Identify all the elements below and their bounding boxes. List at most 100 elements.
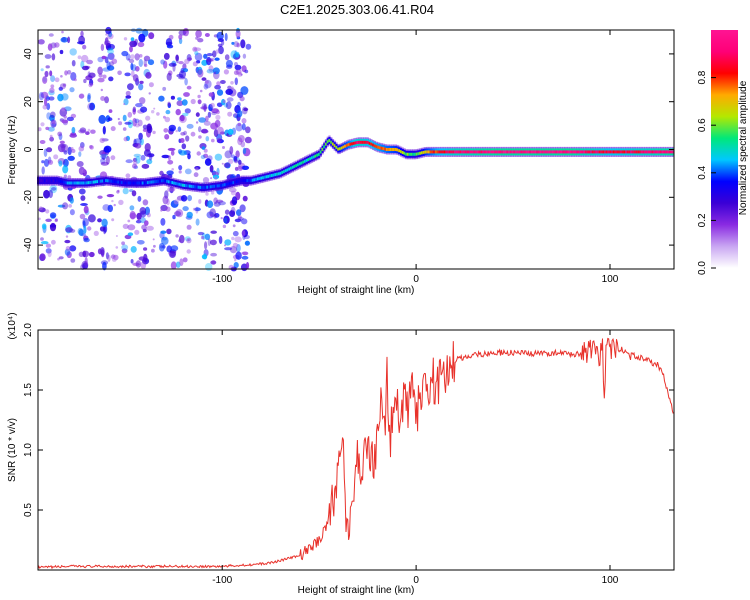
ridge-core [260,176,263,180]
noise-blob [70,258,76,263]
noise-speck [123,136,129,142]
noise-blob [124,121,132,125]
ridge-core [670,150,673,154]
snr-panel: -100 0 100 2.0 1.5 1.0 0.5 Height of straight… [7,312,675,596]
noise-blob [45,65,50,69]
noise-blob [58,256,64,260]
noise-blob [224,150,232,159]
noise-blob [78,151,82,157]
noise-blob [217,38,224,42]
noise-blob [204,241,208,250]
noise-blob [230,190,237,196]
ridge-core [440,150,443,154]
ridge-core [489,150,492,154]
noise-blob [43,158,50,167]
noise-blob [57,93,64,102]
ridge-core [576,150,579,154]
noise-speck [49,134,53,138]
noise-blob [135,220,142,224]
ridge-core [452,150,455,154]
noise-speck [117,117,120,121]
ridge-core [558,150,561,154]
noise-speck [221,162,224,165]
noise-blob [134,143,142,149]
ridge-core [73,181,76,185]
ridge-core [555,150,558,154]
noise-blob [224,217,228,224]
ridge-core [419,151,422,155]
ridge-core [607,150,610,154]
noise-blob [205,136,210,142]
ridge-core [389,148,392,151]
noise-blob [224,239,232,246]
ridge-core [454,150,457,154]
noise-speck [178,239,182,243]
noise-blob [242,251,249,256]
noise-blob [137,41,145,48]
ridge-core [174,182,178,185]
ridge-core [115,180,118,184]
ridge-core [422,150,425,154]
ridge-core [237,179,240,183]
noise-speck [220,217,223,220]
ridge-core [45,179,48,183]
ridge-core [171,181,174,185]
noise-blob [165,109,171,115]
noise-blob [137,195,142,202]
ridge-core [616,150,619,154]
noise-blob [38,92,44,101]
snr-y-tick-label: 2.0 [23,323,34,337]
noise-blob [108,109,113,113]
spectrogram-y-axis-label: Frequency (Hz) [7,116,18,185]
ridge-core [656,150,659,154]
noise-speck [110,126,116,132]
ridge-core [661,150,664,154]
snr-x-tick-label: 100 [602,575,619,586]
ridge-core [167,180,171,184]
noise-blob [140,106,148,113]
noise-blob [97,77,105,83]
ridge-core [653,150,656,154]
spectrogram-panel: -100 0 100 40 20 0 -20 -40 Height of straight … [7,26,675,296]
noise-blob [148,32,155,40]
ridge-core [523,150,527,154]
ridge-core [462,150,465,154]
ridge-core [267,174,270,178]
noise-blob [237,101,241,108]
ridge-core [424,150,427,154]
noise-blob [166,44,174,49]
ridge-core [173,181,176,185]
ridge-core [68,181,71,185]
ridge-core [530,150,534,154]
noise-speck [53,154,59,160]
ridge-core [248,179,251,183]
noise-speck [73,78,77,82]
noise-blob [106,194,115,198]
noise-speck [239,96,245,102]
noise-blob [177,149,183,154]
ridge-core [405,152,408,156]
ridge-core [426,150,429,154]
ridge-core [190,184,193,188]
ridge-core [340,146,343,150]
ridge-core [230,181,233,185]
noise-speck [240,73,243,76]
noise-blob [230,50,238,59]
noise-blob [81,54,89,63]
snr-plot-area [37,337,674,570]
noise-blob [129,205,135,211]
ridge-core [75,181,78,185]
noise-blob [231,196,238,206]
ridge-core [441,150,445,154]
ridge-core [571,150,574,154]
noise-speck [54,218,58,222]
noise-blob [238,159,242,165]
ridge-core [91,180,94,184]
noise-speck [57,257,60,261]
noise-blob [235,29,241,38]
noise-blob [64,70,68,76]
colorbar: 0.0 0.2 0.4 0.6 0.8 Normalized spectral ampl… [697,30,749,275]
noise-blob [186,123,194,129]
noise-blob [140,261,147,270]
noise-speck [175,129,178,133]
